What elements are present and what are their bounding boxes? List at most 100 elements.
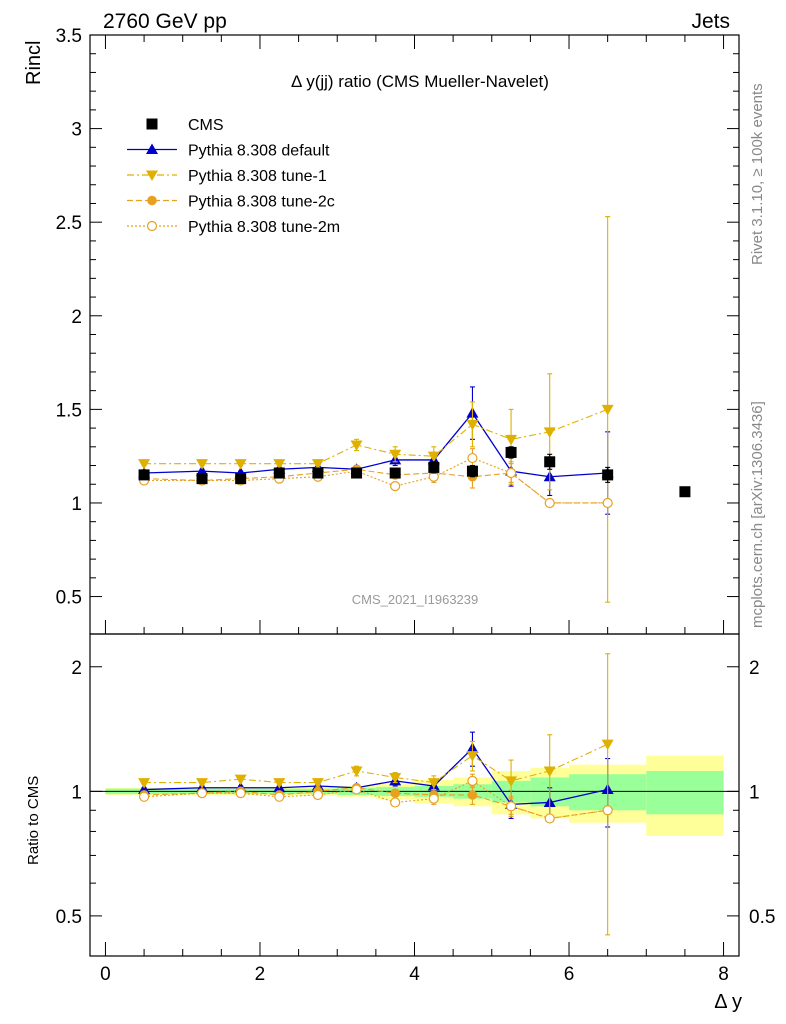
ratio-point — [311, 778, 324, 789]
ratio-point — [467, 775, 478, 786]
ratio-point — [351, 784, 362, 795]
y-tick-label-ratio: 2 — [71, 658, 82, 679]
y-axis-label-ratio: Ratio to CMS — [25, 776, 42, 865]
y-tick-label-ratio-right: 2 — [749, 658, 760, 679]
data-point — [602, 497, 613, 509]
y-tick-label-main: 2.5 — [56, 213, 82, 234]
legend-label: CMS — [188, 117, 224, 134]
y-tick-label-main: 3 — [71, 120, 82, 141]
ratio-point — [544, 813, 555, 824]
cms-data-point — [679, 486, 691, 498]
y-tick-label-main: 0.5 — [56, 588, 82, 609]
stat-uncertainty-band — [646, 770, 724, 815]
ratio-point — [312, 789, 324, 801]
y-tick-label-main: 1.5 — [56, 400, 82, 421]
cms-data-point — [196, 473, 208, 485]
ratio-series-lines — [144, 743, 608, 819]
data-point — [138, 459, 151, 470]
cms-data-point — [466, 465, 478, 477]
chart-title: Δ y(jj) ratio (CMS Mueller-Navelet) — [291, 72, 549, 91]
ratio-point — [428, 793, 439, 804]
ratio-line-1 — [144, 743, 608, 784]
ratio-point — [466, 751, 479, 762]
legend-marker — [146, 170, 158, 181]
ratio-line-0 — [144, 747, 608, 806]
ratio-point — [350, 766, 363, 777]
legend-label: Pythia 8.308 tune-2c — [188, 194, 335, 211]
data-point — [505, 434, 518, 446]
ratio-point — [138, 778, 151, 789]
ratio-point — [196, 788, 208, 799]
data-point — [196, 465, 209, 476]
ratio-point — [601, 739, 614, 751]
side-note-top: Rivet 3.1.10, ≥ 100k events — [749, 83, 766, 265]
y-axis-label-main: Rincl — [23, 41, 45, 85]
ratio-point — [138, 791, 150, 802]
ratio-point — [505, 801, 517, 812]
cms-data-point — [602, 469, 614, 481]
cms-data-point — [312, 467, 324, 479]
legend-marker — [146, 143, 158, 154]
data-point — [467, 452, 478, 464]
series-line-3 — [144, 457, 608, 504]
legend-marker — [146, 118, 158, 130]
x-tick-label: 0 — [100, 964, 111, 985]
cms-data-point — [428, 461, 440, 473]
cms-data-point — [138, 469, 150, 481]
data-point — [311, 459, 324, 470]
ratio-point — [196, 778, 209, 789]
cms-data-point — [273, 467, 285, 479]
ratio-line-3 — [144, 780, 608, 819]
legend: CMS Pythia 8.308 default Pythia 8.308 tune… — [127, 117, 340, 236]
data-point — [350, 440, 363, 451]
y-tick-label-main: 2 — [71, 307, 82, 328]
y-tick-label-ratio: 0.5 — [56, 907, 82, 928]
series-line-2 — [144, 468, 608, 504]
data-point — [544, 497, 555, 509]
ratio-line-2 — [144, 787, 608, 819]
cms-data-point — [235, 473, 247, 485]
y-tick-label-ratio-right: 0.5 — [749, 907, 775, 928]
axis-ticks: 0.5 1 1.5 2 2.5 3 3.5 0.5 0.5 1 1 2 2 0 2 4 6 8 — [56, 26, 776, 985]
data-point — [273, 459, 286, 470]
series-line-1 — [144, 408, 608, 465]
header-left: 2760 GeV pp — [103, 10, 227, 33]
ratio-series-markers — [138, 653, 614, 936]
data-point — [427, 451, 440, 463]
legend-label: Pythia 8.308 tune-2m — [188, 219, 340, 236]
x-tick-label: 4 — [409, 964, 420, 985]
data-point — [390, 481, 401, 492]
data-point — [234, 459, 247, 470]
legend-label: Pythia 8.308 default — [188, 143, 330, 160]
data-point — [389, 449, 402, 461]
legend-marker — [147, 195, 157, 206]
data-point — [505, 467, 517, 479]
data-point — [543, 427, 556, 438]
x-axis-label: Δ y — [714, 991, 742, 1013]
ratio-point — [602, 805, 613, 816]
ratio-point — [274, 791, 285, 802]
ratio-point — [427, 778, 440, 789]
data-point — [196, 459, 209, 470]
cms-data-point — [389, 467, 401, 479]
data-point — [428, 471, 439, 482]
cms-data-point — [351, 467, 363, 479]
y-tick-label-main: 3.5 — [56, 26, 82, 47]
ratio-point — [543, 766, 556, 777]
data-point — [601, 404, 614, 416]
main-series-lines — [144, 408, 608, 504]
watermark: CMS_2021_I1963239 — [352, 592, 479, 607]
x-tick-label: 6 — [564, 964, 575, 985]
ratio-point — [467, 790, 478, 800]
main-series-markers — [138, 216, 691, 603]
cms-data-point — [544, 456, 556, 468]
ratio-point — [390, 788, 400, 798]
y-tick-label-main: 1 — [71, 494, 82, 515]
y-tick-label-ratio: 1 — [71, 782, 82, 803]
y-tick-label-ratio-right: 1 — [749, 782, 760, 803]
ratio-point — [273, 778, 286, 789]
data-point — [466, 419, 479, 431]
cms-data-point — [505, 446, 517, 458]
legend-marker — [146, 220, 158, 232]
